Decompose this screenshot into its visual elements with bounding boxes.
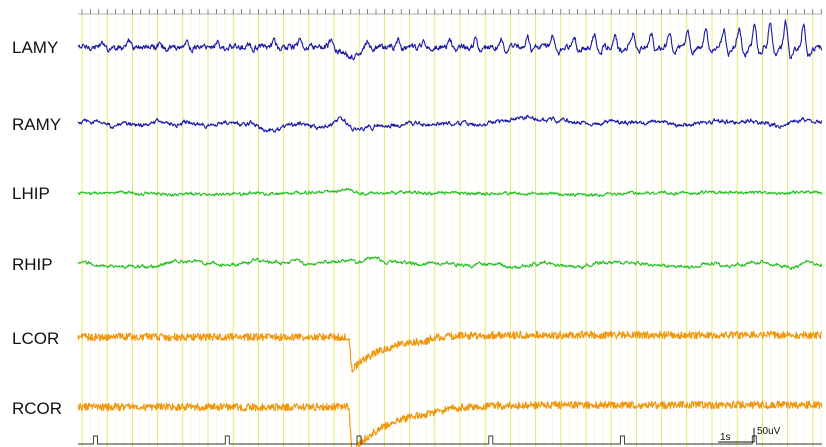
trigger-marker-track xyxy=(78,435,822,445)
channel-labels: LAMY RAMY LHIP RHIP LCOR RCOR xyxy=(12,38,62,418)
scale-bar: 1s 50uV xyxy=(718,426,781,443)
top-tick-ruler xyxy=(78,9,822,15)
channel-label-rhip: RHIP xyxy=(12,255,53,274)
trace-lhip xyxy=(77,187,823,198)
scale-bar-amplitude-label: 50uV xyxy=(757,426,781,437)
channel-label-lamy: LAMY xyxy=(12,38,58,57)
trace-ramy xyxy=(77,114,823,133)
channel-label-lcor: LCOR xyxy=(12,329,59,348)
trace-lamy xyxy=(77,19,823,61)
trace-rhip xyxy=(77,256,823,271)
trace-rcor xyxy=(77,400,823,447)
trigger-marker-line xyxy=(78,435,822,445)
trace-lcor xyxy=(77,330,823,374)
scale-bar-time-label: 1s xyxy=(720,432,731,443)
channel-label-lhip: LHIP xyxy=(12,184,50,203)
time-grid xyxy=(81,14,822,447)
channel-label-rcor: RCOR xyxy=(12,399,62,418)
channel-traces xyxy=(77,19,823,447)
channel-label-ramy: RAMY xyxy=(12,115,61,134)
